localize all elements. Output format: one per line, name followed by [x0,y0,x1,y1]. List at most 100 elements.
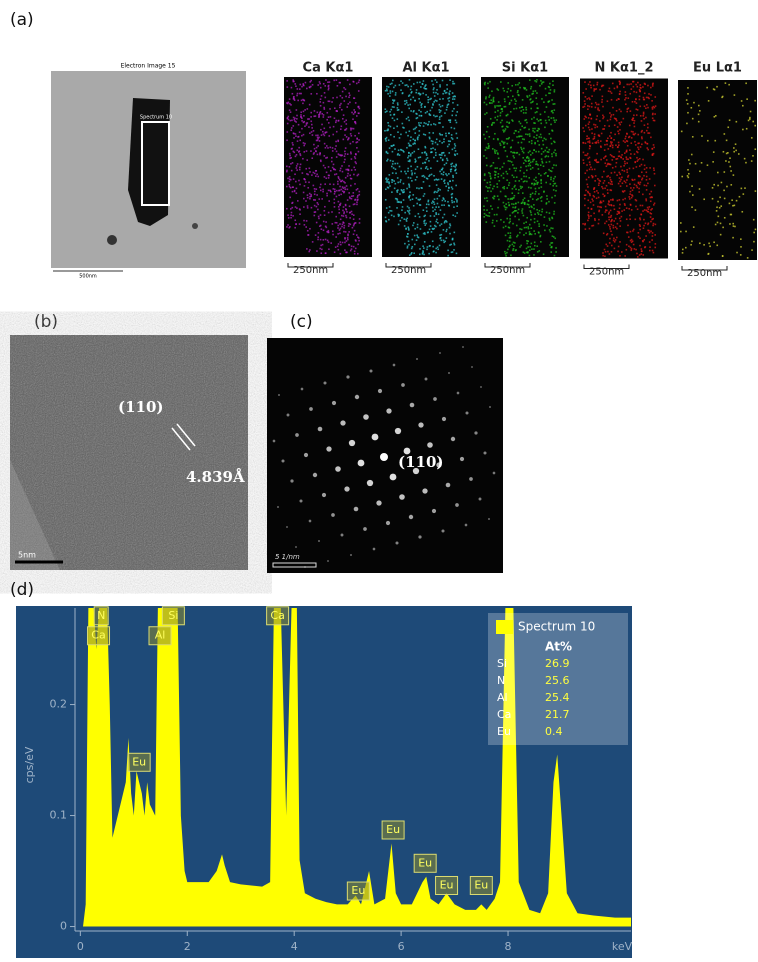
map-dot [511,119,513,121]
map-dot [587,108,589,110]
map-dot [446,175,448,177]
map-dot [530,154,532,156]
map-dot [422,250,424,252]
map-dot [643,99,645,101]
map-dot [529,159,531,161]
map-dot [353,174,355,176]
map-dot [624,204,626,206]
map-dot [542,82,544,84]
map-dot [518,82,520,84]
diffraction-spot [363,527,367,531]
element-label: Ca [91,629,105,642]
map-dot [401,217,403,219]
map-dot [316,188,318,190]
map-dot [510,111,512,113]
map-dot [293,137,295,139]
map-dot [523,222,525,224]
map-dot [538,144,540,146]
map-dot [385,199,387,201]
map-dot [652,218,654,220]
map-dot [636,114,638,116]
map-dot [317,145,319,147]
map-dot [611,181,613,183]
map-dot [333,80,335,82]
map-dot [345,153,347,155]
map-dot [688,173,690,175]
map-dot [624,152,626,154]
map-dot [390,109,392,111]
map-dot [454,143,456,145]
map-dot [533,248,535,250]
map-dot [436,179,438,181]
element-label: Eu [132,755,146,768]
map-dot [609,88,611,90]
map-dot [384,130,386,132]
map-dot [688,177,690,179]
map-dot [540,123,542,125]
map-dot [594,136,596,138]
map-dot [698,114,700,116]
map-dot [353,233,355,235]
map-dot [546,106,548,108]
map-dot [619,225,621,227]
map-dot [453,108,455,110]
map-dot [319,154,321,156]
map-dot [420,122,422,124]
map-dot [603,157,605,159]
map-dot [452,81,454,83]
map-title: Ca Kα1 [303,61,354,76]
diffraction-spot [373,548,376,551]
map-dot [605,251,607,253]
map-dot [286,226,288,228]
map-dot [338,177,340,179]
map-dot [647,123,649,125]
map-dot [395,183,397,185]
map-dot [541,211,543,213]
scale-label: 5 1/nm [275,553,300,561]
map-dot [484,198,486,200]
map-dot [512,212,514,214]
map-dot [589,195,591,197]
map-dot [418,93,420,95]
map-dot [341,109,343,111]
map-dot [593,138,595,140]
map-dot [446,221,448,223]
map-dot [321,124,323,126]
map-dot [521,202,523,204]
map-dot [316,140,318,142]
map-dot [407,168,409,170]
map-dot [614,172,616,174]
map-dot [606,185,608,187]
map-dot [451,197,453,199]
map-dot [619,173,621,175]
map-dot [624,170,626,172]
map-dot [297,88,299,90]
map-dot [455,115,457,117]
map-dot [586,154,588,156]
map-dot [611,142,613,144]
map-dot [545,95,547,97]
map-dot [600,140,602,142]
map-dot [529,231,531,233]
map-dot [598,110,600,112]
map-dot [597,178,599,180]
map-dot [488,172,490,174]
map-dot [617,223,619,225]
map-dot [335,246,337,248]
map-dot [624,198,626,200]
map-dot [532,130,534,132]
map-dot [392,80,394,82]
scale-label: 250nm [391,265,426,276]
map-dot [491,102,493,104]
element-label: Al [155,629,166,642]
map-dot [398,224,400,226]
map-dot [510,90,512,92]
map-dot [739,196,741,198]
map-dot [630,153,632,155]
map-dot [551,246,553,248]
table-header: At% [545,640,572,654]
map-dot [630,204,632,206]
map-dot [325,79,327,81]
map-dot [328,190,330,192]
map-dot [295,223,297,225]
